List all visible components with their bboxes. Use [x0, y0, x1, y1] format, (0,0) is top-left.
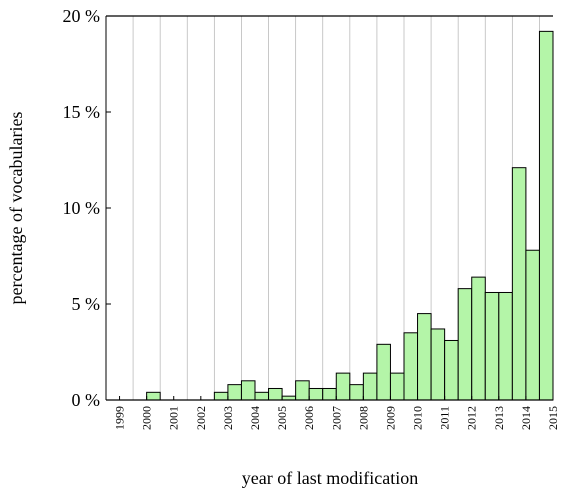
x-tick-label: 2011 — [438, 406, 452, 430]
bar — [525, 249, 540, 401]
bar — [362, 372, 378, 401]
bar — [430, 328, 446, 401]
x-tick-label: 2009 — [383, 406, 397, 430]
bar — [538, 30, 554, 401]
bar — [444, 339, 459, 401]
bar — [335, 372, 351, 401]
y-tick-label: 20 % — [63, 6, 101, 26]
bar — [295, 380, 310, 401]
bar — [268, 387, 283, 401]
x-tick-label: 2012 — [465, 406, 479, 430]
bar — [484, 291, 500, 401]
bar — [457, 288, 473, 401]
bar — [213, 391, 229, 401]
x-tick-label: 2010 — [411, 406, 425, 430]
bar — [146, 391, 161, 401]
x-tick-label: 2000 — [140, 406, 154, 430]
bar — [227, 384, 242, 401]
x-tick-label: 2015 — [546, 406, 560, 430]
bar — [403, 332, 419, 401]
bar — [389, 372, 405, 401]
x-tick-label: 2001 — [167, 406, 181, 430]
bar — [417, 313, 432, 401]
bar — [322, 387, 337, 401]
bar — [376, 343, 391, 401]
bar — [349, 384, 364, 401]
x-tick-label: 2003 — [221, 406, 235, 430]
x-tick-label: 2006 — [302, 406, 316, 430]
bar — [471, 276, 486, 401]
x-tick-label: 2005 — [275, 406, 289, 430]
bar — [240, 380, 256, 401]
bar — [511, 167, 527, 401]
x-tick-label: 2008 — [356, 406, 370, 430]
bar — [308, 387, 324, 401]
x-tick-label: 2014 — [519, 406, 533, 430]
y-tick-label: 5 % — [72, 294, 101, 314]
x-axis-label: year of last modification — [242, 468, 418, 488]
y-tick-label: 15 % — [63, 102, 101, 122]
y-tick-label: 0 % — [72, 390, 101, 410]
bars — [146, 30, 554, 401]
x-tick-label: 2013 — [492, 406, 506, 430]
bar — [254, 391, 270, 401]
x-tick-label: 1999 — [113, 406, 127, 430]
y-axis-label: percentage of vocabularies — [6, 112, 26, 305]
x-tick-label: 2007 — [329, 406, 343, 430]
x-tick-label: 2002 — [194, 406, 208, 430]
bar — [498, 291, 513, 401]
y-tick-label: 10 % — [63, 198, 101, 218]
x-tick-label: 2004 — [248, 406, 262, 430]
